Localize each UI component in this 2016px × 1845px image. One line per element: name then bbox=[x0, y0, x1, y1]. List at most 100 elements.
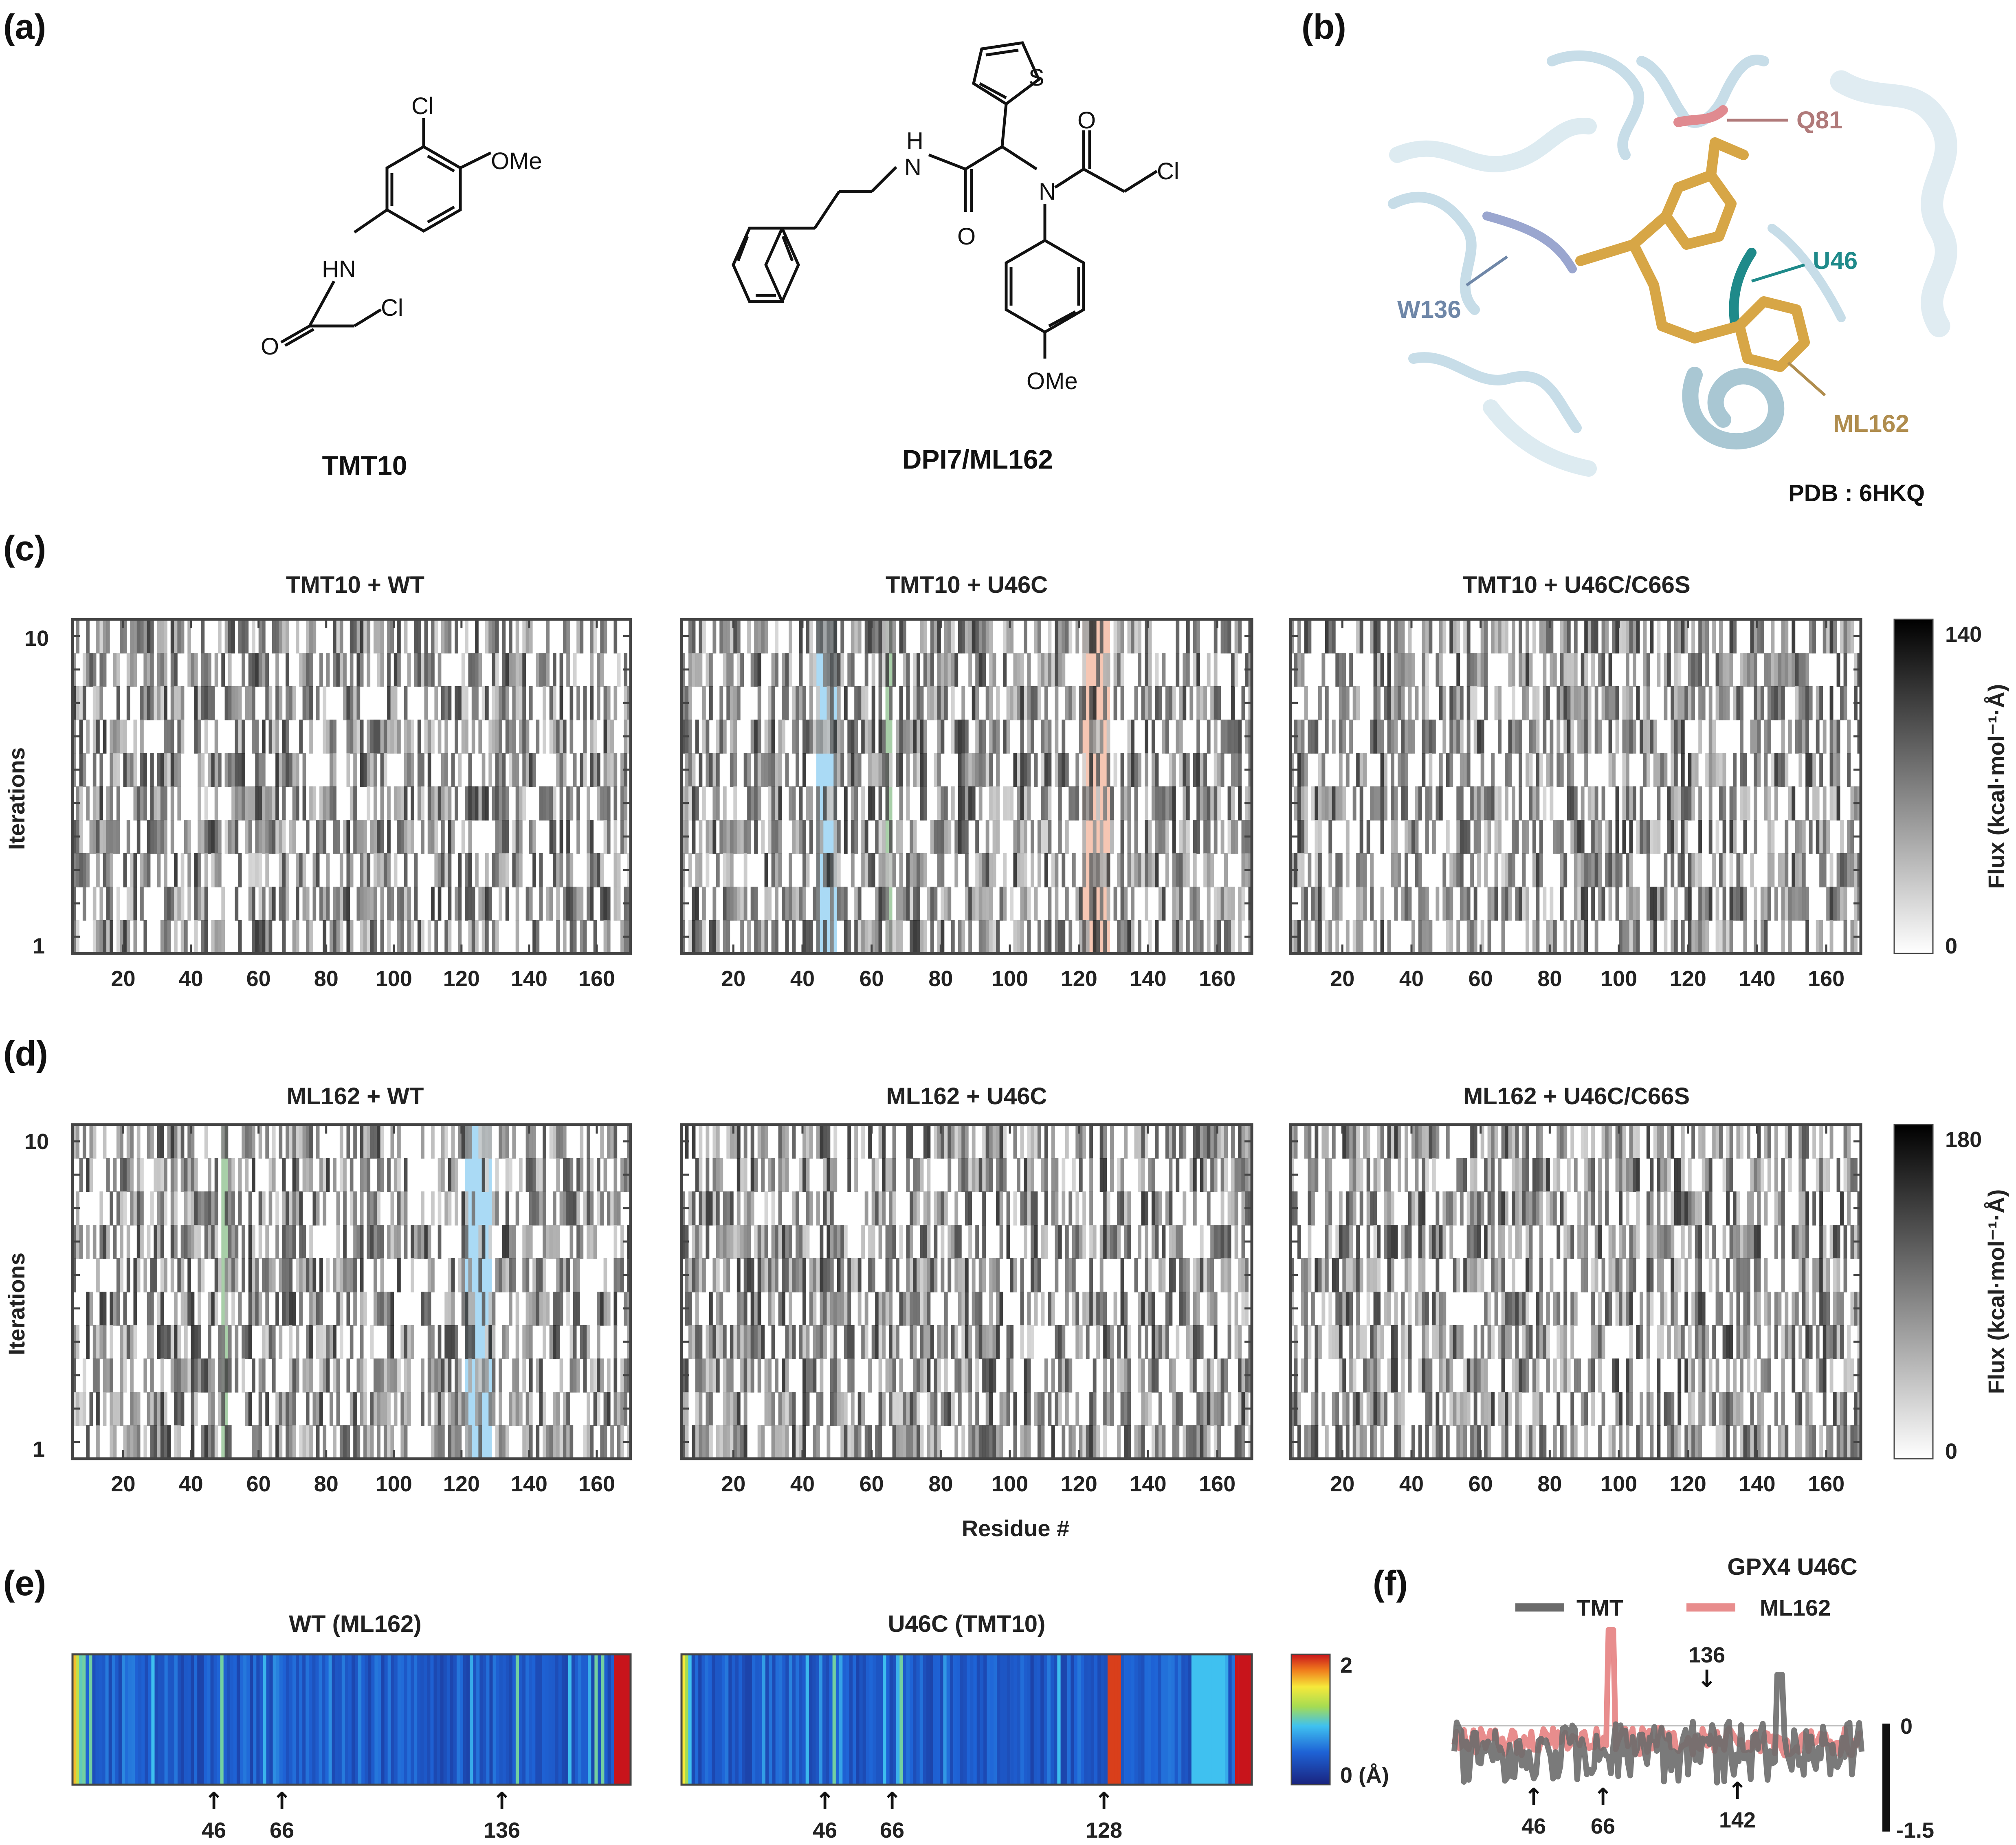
x-tick-label: 100 bbox=[1600, 967, 1637, 991]
colorbar-d-min: 0 bbox=[1945, 1439, 1957, 1464]
rmsf-cell bbox=[345, 1654, 349, 1785]
rmsf-cell bbox=[128, 1654, 132, 1785]
rmsf-cell bbox=[1111, 1654, 1115, 1785]
rmsf-cell bbox=[391, 1654, 395, 1785]
x-tick-label: 60 bbox=[246, 1472, 271, 1496]
rmsf-cell bbox=[708, 1654, 712, 1785]
title-u46c-tmt10: U46C (TMT10) bbox=[888, 1611, 1046, 1637]
rmsf-cell bbox=[171, 1654, 175, 1785]
x-tick-label: 80 bbox=[1537, 967, 1562, 991]
x-tick-label: 80 bbox=[928, 1472, 953, 1496]
rmsf-cell bbox=[816, 1654, 819, 1785]
rmsf-cell bbox=[805, 1654, 809, 1785]
rmsf-cell bbox=[1024, 1654, 1027, 1785]
x-tick-label: 80 bbox=[928, 967, 953, 991]
rmsf-cell bbox=[378, 1654, 381, 1785]
rmsf-cell bbox=[341, 1654, 345, 1785]
x-tick-label: 120 bbox=[443, 967, 480, 991]
rmsf-cell bbox=[1094, 1654, 1098, 1785]
rmsf-cell bbox=[1128, 1654, 1131, 1785]
label-w136: W136 bbox=[1397, 296, 1461, 323]
rmsf-cell bbox=[555, 1654, 559, 1785]
x-tick-label: 140 bbox=[1739, 967, 1775, 991]
rmsf-cell bbox=[997, 1654, 1000, 1785]
rmsf-cell bbox=[325, 1654, 329, 1785]
rmsf-cell bbox=[1195, 1654, 1198, 1785]
rmsf-cell bbox=[273, 1654, 277, 1785]
rmsf-cell bbox=[1248, 1654, 1252, 1785]
rmsf-cell bbox=[701, 1654, 705, 1785]
x-tick-label: 80 bbox=[314, 967, 339, 991]
rmsf-cell bbox=[180, 1654, 185, 1785]
rmsf-cell bbox=[158, 1654, 161, 1785]
rmsf-cell bbox=[289, 1654, 293, 1785]
heatmap-tmt10-u46c: 20 40 60 80 100 120 140 160 bbox=[680, 618, 1253, 991]
label-q81: Q81 bbox=[1796, 106, 1842, 134]
panel-label-f: (f) bbox=[1373, 1564, 1408, 1603]
rmsf-cell bbox=[1047, 1654, 1051, 1785]
colorbar-c-min: 0 bbox=[1945, 934, 1957, 958]
rmsf-cell bbox=[778, 1654, 783, 1785]
rmsf-cell bbox=[809, 1654, 813, 1785]
rmsf-cell bbox=[1003, 1654, 1007, 1785]
rmsf-cell bbox=[1201, 1654, 1205, 1785]
x-tick-label: 20 bbox=[1330, 967, 1354, 991]
d-ytick-1: 1 bbox=[33, 1437, 45, 1462]
rmsf-cell bbox=[926, 1654, 930, 1785]
x-tick-label: 140 bbox=[1130, 967, 1166, 991]
arrow-up-icon: ↑ bbox=[1593, 1783, 1613, 1811]
heatmap-ml162-u46c: 20 40 60 80 100 120 140 160 bbox=[680, 1123, 1253, 1496]
x-tick-label: 40 bbox=[1399, 967, 1424, 991]
rmsf-cell bbox=[404, 1654, 408, 1785]
rmsf-cell bbox=[980, 1654, 984, 1785]
f-marker-136: 136 bbox=[1688, 1643, 1725, 1667]
rmsf-cell bbox=[161, 1654, 165, 1785]
rmsf-cell bbox=[276, 1654, 280, 1785]
rmsf-cell bbox=[95, 1654, 99, 1785]
rmsf-cell bbox=[1215, 1654, 1218, 1785]
rmsf-cell bbox=[1050, 1654, 1054, 1785]
rmsf-cell bbox=[752, 1654, 756, 1785]
x-tick-label: 100 bbox=[992, 967, 1028, 991]
rmsf-cell bbox=[940, 1654, 943, 1785]
label-u46: U46 bbox=[1813, 247, 1858, 274]
rmsf-cell bbox=[1174, 1654, 1178, 1785]
rmsf-cell bbox=[86, 1654, 89, 1785]
rmsf-cell bbox=[1225, 1654, 1229, 1785]
rmsf-cell bbox=[1044, 1654, 1047, 1785]
rmsf-cell bbox=[338, 1654, 342, 1785]
x-tick-label: 40 bbox=[790, 1472, 815, 1496]
rmsf-cell bbox=[842, 1654, 846, 1785]
rmsf-cell bbox=[594, 1654, 598, 1785]
ml162-n1: N bbox=[904, 154, 921, 181]
x-tick-label: 120 bbox=[443, 1472, 480, 1496]
rmsf-cell bbox=[732, 1654, 736, 1785]
rmsf-cell bbox=[446, 1654, 451, 1785]
x-tick-label: 40 bbox=[179, 967, 203, 991]
rmsf-cell bbox=[1205, 1654, 1209, 1785]
rmsf-cell bbox=[456, 1654, 460, 1785]
rmsf-cell bbox=[1114, 1654, 1118, 1785]
rmsf-cell bbox=[1242, 1654, 1245, 1785]
rmsf-cell bbox=[1090, 1654, 1095, 1785]
rmsf-cell bbox=[459, 1654, 464, 1785]
tmt10-o: O bbox=[261, 333, 279, 360]
rmsf-cell bbox=[365, 1654, 368, 1785]
ml162-phenyl-ring bbox=[732, 227, 800, 303]
heatmap-ml162-wt: 20 40 60 80 100 120 140 160 bbox=[71, 1123, 632, 1496]
rmsf-cell bbox=[411, 1654, 414, 1785]
rmsf-cell bbox=[164, 1654, 168, 1785]
colorbar-d bbox=[1893, 1124, 1934, 1460]
rmsf-cell bbox=[502, 1654, 506, 1785]
rmsf-cell bbox=[115, 1654, 119, 1785]
title-tmt10-wt: TMT10 + WT bbox=[286, 572, 424, 598]
rmsf-cell bbox=[371, 1654, 375, 1785]
rmsf-cell bbox=[745, 1654, 749, 1785]
rmsf-cell bbox=[1144, 1654, 1148, 1785]
x-tick-label: 60 bbox=[860, 1472, 884, 1496]
rmsf-cell bbox=[548, 1654, 552, 1785]
title-ml162-wt: ML162 + WT bbox=[287, 1083, 424, 1110]
rmsf-cell bbox=[1027, 1654, 1031, 1785]
rmsf-cell bbox=[1188, 1654, 1192, 1785]
c-ytick-1: 1 bbox=[33, 934, 45, 958]
